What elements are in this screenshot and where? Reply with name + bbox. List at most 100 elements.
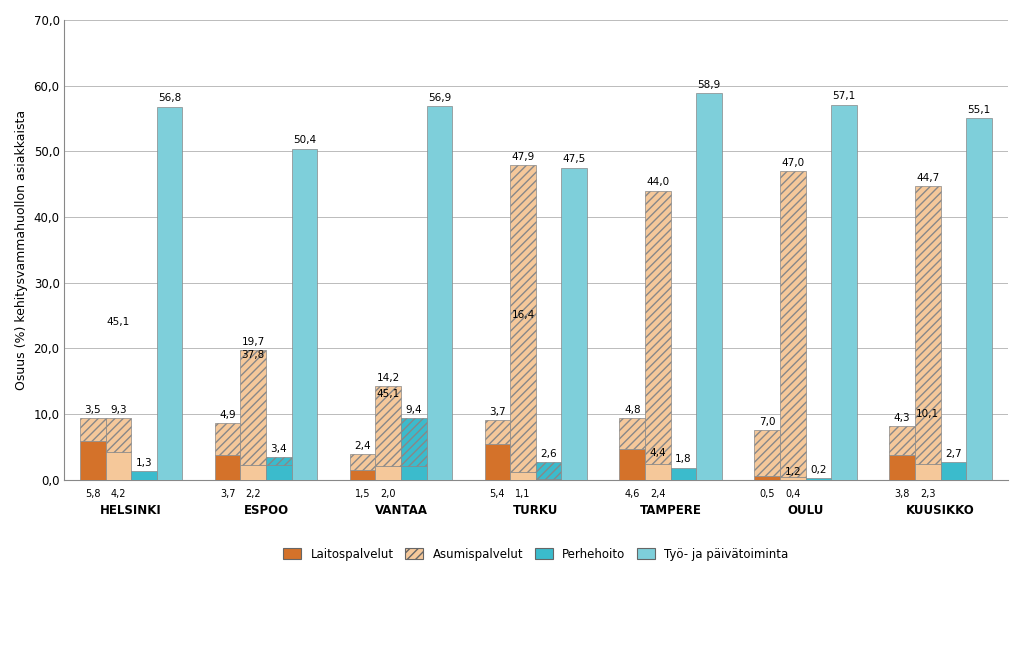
Bar bbox=[671, 468, 697, 479]
Legend: Laitospalvelut, Asumispalvelut, Perhehoito, Työ- ja päivätoiminta: Laitospalvelut, Asumispalvelut, Perhehoi… bbox=[278, 543, 793, 565]
Text: 4,6: 4,6 bbox=[625, 489, 640, 499]
Y-axis label: Osuus (%) kehitysvammahuollon asiakkaista: Osuus (%) kehitysvammahuollon asiakkaist… bbox=[15, 109, 28, 390]
Text: 19,7: 19,7 bbox=[241, 337, 265, 347]
Text: 9,4: 9,4 bbox=[405, 405, 422, 415]
Bar bbox=[105, 452, 131, 479]
Text: OULU: OULU bbox=[788, 504, 824, 517]
Bar bbox=[780, 477, 806, 479]
Bar bbox=[510, 165, 536, 472]
Bar bbox=[401, 466, 427, 479]
Bar bbox=[754, 476, 780, 479]
Text: 5,8: 5,8 bbox=[85, 489, 100, 499]
Bar bbox=[806, 478, 832, 479]
Text: 2,6: 2,6 bbox=[540, 449, 557, 459]
Text: 7,0: 7,0 bbox=[759, 417, 775, 427]
Text: 44,0: 44,0 bbox=[647, 178, 669, 187]
Text: 56,9: 56,9 bbox=[428, 93, 451, 103]
Bar bbox=[266, 457, 292, 465]
Bar bbox=[940, 462, 966, 479]
Bar bbox=[889, 455, 915, 479]
Bar bbox=[620, 449, 646, 479]
Bar bbox=[562, 168, 587, 479]
Text: 3,4: 3,4 bbox=[270, 444, 287, 454]
Text: 1,3: 1,3 bbox=[136, 458, 152, 468]
Text: 45,1: 45,1 bbox=[376, 389, 400, 399]
Bar bbox=[80, 419, 105, 441]
Text: 58,9: 58,9 bbox=[698, 80, 721, 90]
Bar bbox=[157, 107, 182, 479]
Bar bbox=[646, 464, 671, 479]
Text: 0,5: 0,5 bbox=[759, 489, 775, 499]
Text: 4,2: 4,2 bbox=[110, 489, 126, 499]
Bar bbox=[915, 464, 940, 479]
Text: 2,3: 2,3 bbox=[920, 489, 935, 499]
Bar bbox=[536, 462, 562, 479]
Text: KUUSIKKO: KUUSIKKO bbox=[906, 504, 975, 517]
Bar bbox=[350, 454, 375, 470]
Text: 1,1: 1,1 bbox=[516, 489, 531, 499]
Bar bbox=[915, 186, 940, 464]
Text: 14,2: 14,2 bbox=[376, 373, 400, 383]
Text: 3,8: 3,8 bbox=[894, 489, 909, 499]
Bar bbox=[215, 455, 240, 479]
Bar bbox=[266, 465, 292, 479]
Bar bbox=[375, 466, 401, 479]
Bar bbox=[80, 441, 105, 479]
Text: 2,7: 2,7 bbox=[945, 449, 962, 458]
Bar bbox=[131, 471, 157, 479]
Text: 9,3: 9,3 bbox=[110, 405, 127, 415]
Bar bbox=[966, 118, 992, 479]
Text: 45,1: 45,1 bbox=[106, 317, 130, 327]
Bar bbox=[754, 430, 780, 476]
Bar bbox=[401, 418, 427, 466]
Bar bbox=[646, 191, 671, 464]
Bar bbox=[427, 106, 452, 479]
Bar bbox=[485, 420, 510, 444]
Text: 4,3: 4,3 bbox=[894, 413, 910, 423]
Text: 4,8: 4,8 bbox=[624, 405, 640, 415]
Text: 47,9: 47,9 bbox=[512, 152, 535, 162]
Text: 37,8: 37,8 bbox=[241, 350, 265, 360]
Bar bbox=[215, 423, 240, 455]
Text: 50,4: 50,4 bbox=[293, 136, 316, 145]
Text: ESPOO: ESPOO bbox=[243, 504, 288, 517]
Text: VANTAA: VANTAA bbox=[374, 504, 428, 517]
Text: 5,4: 5,4 bbox=[490, 489, 505, 499]
Text: 2,0: 2,0 bbox=[381, 489, 396, 499]
Text: 16,4: 16,4 bbox=[512, 310, 535, 320]
Text: 57,1: 57,1 bbox=[833, 92, 855, 102]
Bar bbox=[375, 386, 401, 466]
Text: HELSINKI: HELSINKI bbox=[100, 504, 162, 517]
Text: 10,1: 10,1 bbox=[917, 409, 939, 419]
Bar bbox=[832, 105, 857, 479]
Bar bbox=[889, 426, 915, 455]
Bar bbox=[292, 149, 317, 479]
Text: 2,4: 2,4 bbox=[651, 489, 666, 499]
Text: 44,7: 44,7 bbox=[917, 173, 939, 183]
Bar bbox=[697, 93, 722, 479]
Text: TAMPERE: TAMPERE bbox=[639, 504, 702, 517]
Text: 47,0: 47,0 bbox=[782, 158, 804, 168]
Text: 56,8: 56,8 bbox=[158, 94, 181, 103]
Text: 4,4: 4,4 bbox=[650, 448, 666, 458]
Text: 0,2: 0,2 bbox=[810, 465, 827, 475]
Bar bbox=[485, 444, 510, 479]
Text: 2,4: 2,4 bbox=[354, 441, 370, 451]
Bar bbox=[510, 472, 536, 479]
Text: 1,5: 1,5 bbox=[355, 489, 370, 499]
Text: 0,4: 0,4 bbox=[785, 489, 801, 499]
Bar bbox=[350, 470, 375, 479]
Text: 2,2: 2,2 bbox=[246, 489, 261, 499]
Text: 3,5: 3,5 bbox=[85, 405, 101, 415]
Bar bbox=[240, 465, 266, 479]
Text: 55,1: 55,1 bbox=[968, 105, 990, 115]
Text: 1,2: 1,2 bbox=[785, 466, 801, 477]
Text: TURKU: TURKU bbox=[514, 504, 559, 517]
Text: 4,9: 4,9 bbox=[219, 410, 236, 420]
Text: 3,7: 3,7 bbox=[489, 407, 505, 417]
Bar bbox=[240, 350, 266, 465]
Text: 47,5: 47,5 bbox=[563, 155, 586, 164]
Bar bbox=[105, 419, 131, 452]
Bar bbox=[780, 171, 806, 477]
Text: 3,7: 3,7 bbox=[220, 489, 235, 499]
